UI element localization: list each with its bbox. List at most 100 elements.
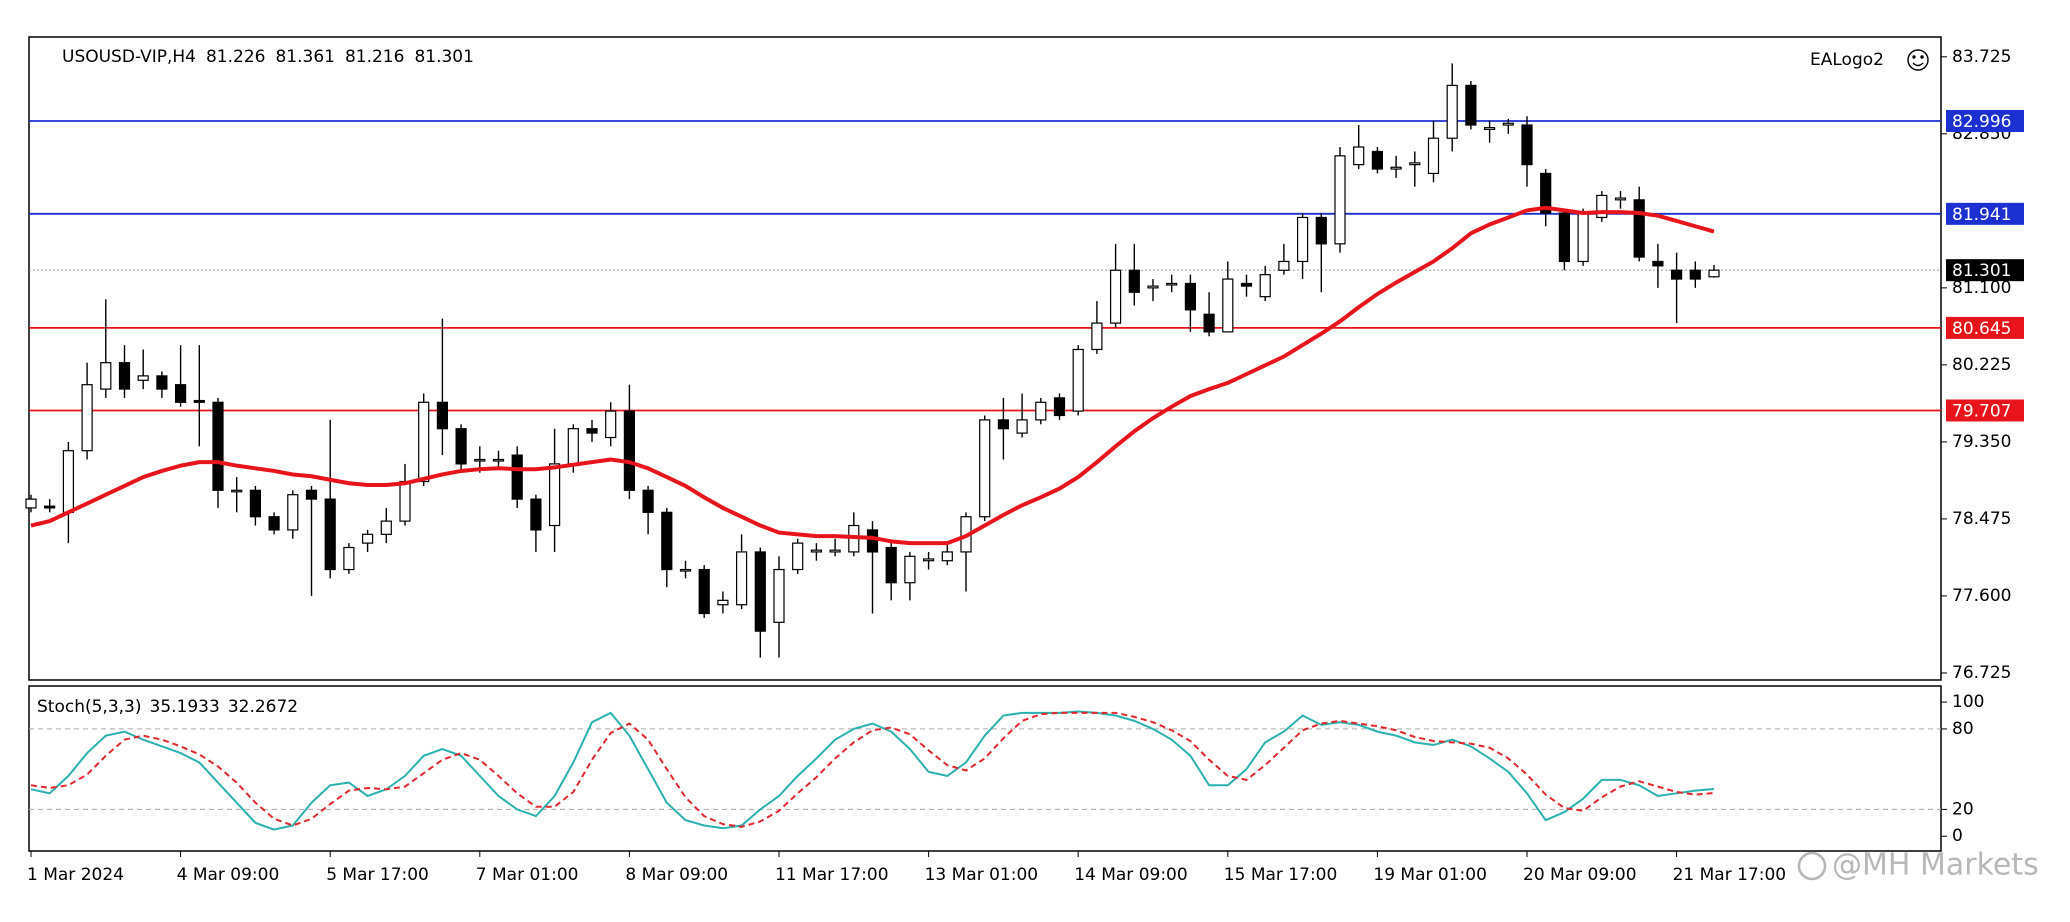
candle-body: [249, 489, 261, 518]
candle-body: [792, 542, 804, 571]
candle-body: [1240, 282, 1253, 287]
candle-body: [567, 428, 579, 465]
candle-body: [1166, 282, 1178, 286]
level-label-bg: [1946, 316, 2024, 339]
candle-body: [1521, 124, 1533, 166]
candle-body: [866, 529, 879, 553]
candle-body: [474, 458, 486, 462]
candle-body: [885, 546, 897, 584]
x-tick-label: 11 Mar 17:00: [775, 865, 889, 885]
candle-body: [1184, 282, 1197, 311]
candle-body: [1371, 150, 1384, 170]
candle-body: [436, 401, 448, 430]
ohlc-value: 81.216: [345, 47, 404, 67]
candle-body: [1259, 274, 1271, 298]
y-tick-label: 83.725: [1952, 47, 2011, 67]
y-tick-label: 78.475: [1952, 509, 2011, 529]
x-tick-label: 19 Mar 01:00: [1373, 865, 1487, 885]
candle-body: [380, 520, 392, 535]
candle-body: [530, 498, 542, 531]
smiley-icon: [1907, 49, 1929, 71]
candle-body: [81, 384, 93, 452]
candle-body: [1147, 285, 1159, 289]
stoch-panel: [28, 685, 1942, 852]
stoch-value: 35.1933: [150, 697, 220, 717]
candle-body: [156, 375, 168, 390]
candle-body: [1203, 313, 1215, 333]
candle-body: [1016, 419, 1028, 434]
candle-body: [324, 498, 336, 571]
level-label-bg: [1946, 109, 2024, 132]
candle-body: [754, 551, 766, 632]
candle-body: [1278, 260, 1290, 271]
symbol: USOUSD-VIP,H4: [62, 47, 196, 67]
candle-body: [941, 551, 953, 562]
candle-body: [623, 410, 636, 491]
candle-body: [1222, 278, 1234, 333]
candle-body: [997, 419, 1010, 430]
candle-body: [1109, 269, 1122, 324]
candle-body: [1446, 84, 1458, 139]
candle-body: [1315, 216, 1327, 245]
current-price-bg: [1946, 259, 2024, 282]
candle-body: [455, 428, 467, 465]
candle-body: [1334, 155, 1346, 245]
candle-body: [362, 533, 374, 544]
candle-body: [100, 362, 112, 390]
candle-body: [904, 555, 916, 584]
level-label-bg: [1946, 202, 2024, 225]
x-tick-label: 8 Mar 09:00: [625, 865, 728, 885]
ohlc-value: 81.361: [275, 47, 334, 67]
x-tick-label: 14 Mar 09:00: [1074, 865, 1188, 885]
candle-body: [1652, 260, 1664, 267]
candle-body: [343, 546, 355, 571]
candle-body: [661, 511, 673, 571]
x-tick-label: 20 Mar 09:00: [1523, 865, 1637, 885]
candle-body: [1465, 84, 1477, 126]
candle-body: [1296, 216, 1309, 263]
candle-body: [511, 454, 523, 500]
candles: [25, 63, 1720, 658]
candle-body: [1483, 127, 1496, 131]
candle-body: [231, 489, 243, 493]
candle-body: [268, 516, 280, 531]
candle-body: [175, 384, 187, 403]
stoch-line: [30, 711, 1715, 828]
candle-body: [1689, 269, 1701, 280]
candle-body: [492, 458, 505, 462]
price-panel: [28, 36, 1942, 681]
candle-body: [642, 489, 654, 513]
y-tick-label: 79.350: [1952, 432, 2011, 452]
current-price-label: 81.301: [1952, 261, 2011, 281]
candle-body: [1053, 397, 1066, 417]
y-tick-label: 80: [1952, 719, 1974, 739]
candle-body: [1427, 137, 1440, 175]
candle-body: [586, 428, 598, 434]
level-label: 80.645: [1952, 319, 2011, 339]
candle-body: [922, 558, 935, 562]
y-tick-label: 20: [1952, 799, 1974, 819]
ea-logo: EALogo2: [1810, 50, 1884, 70]
level-label: 79.707: [1952, 401, 2011, 421]
candle-body: [305, 489, 318, 500]
candle-body: [548, 463, 561, 527]
stoch-value: 32.2672: [228, 697, 298, 717]
candle-body: [1502, 122, 1514, 126]
candle-body: [717, 599, 729, 606]
y-tick-label: 76.725: [1952, 663, 2011, 683]
y-tick-label: 77.600: [1952, 586, 2011, 606]
y-tick-label: 81.100: [1952, 278, 2011, 298]
candle-body: [829, 549, 841, 553]
y-tick-label: 0: [1952, 826, 1963, 846]
candle-body: [1409, 162, 1421, 166]
candle-body: [1614, 197, 1627, 201]
candle-body: [1670, 269, 1683, 280]
watermark-icon: [1797, 851, 1827, 881]
x-tick-label: 5 Mar 17:00: [326, 865, 429, 885]
candle-body: [735, 551, 748, 606]
candle-body: [118, 362, 131, 390]
level-label: 81.941: [1952, 205, 2011, 225]
symbol-header: USOUSD-VIP,H4 81.226 81.361 81.216 81.301: [62, 47, 474, 67]
